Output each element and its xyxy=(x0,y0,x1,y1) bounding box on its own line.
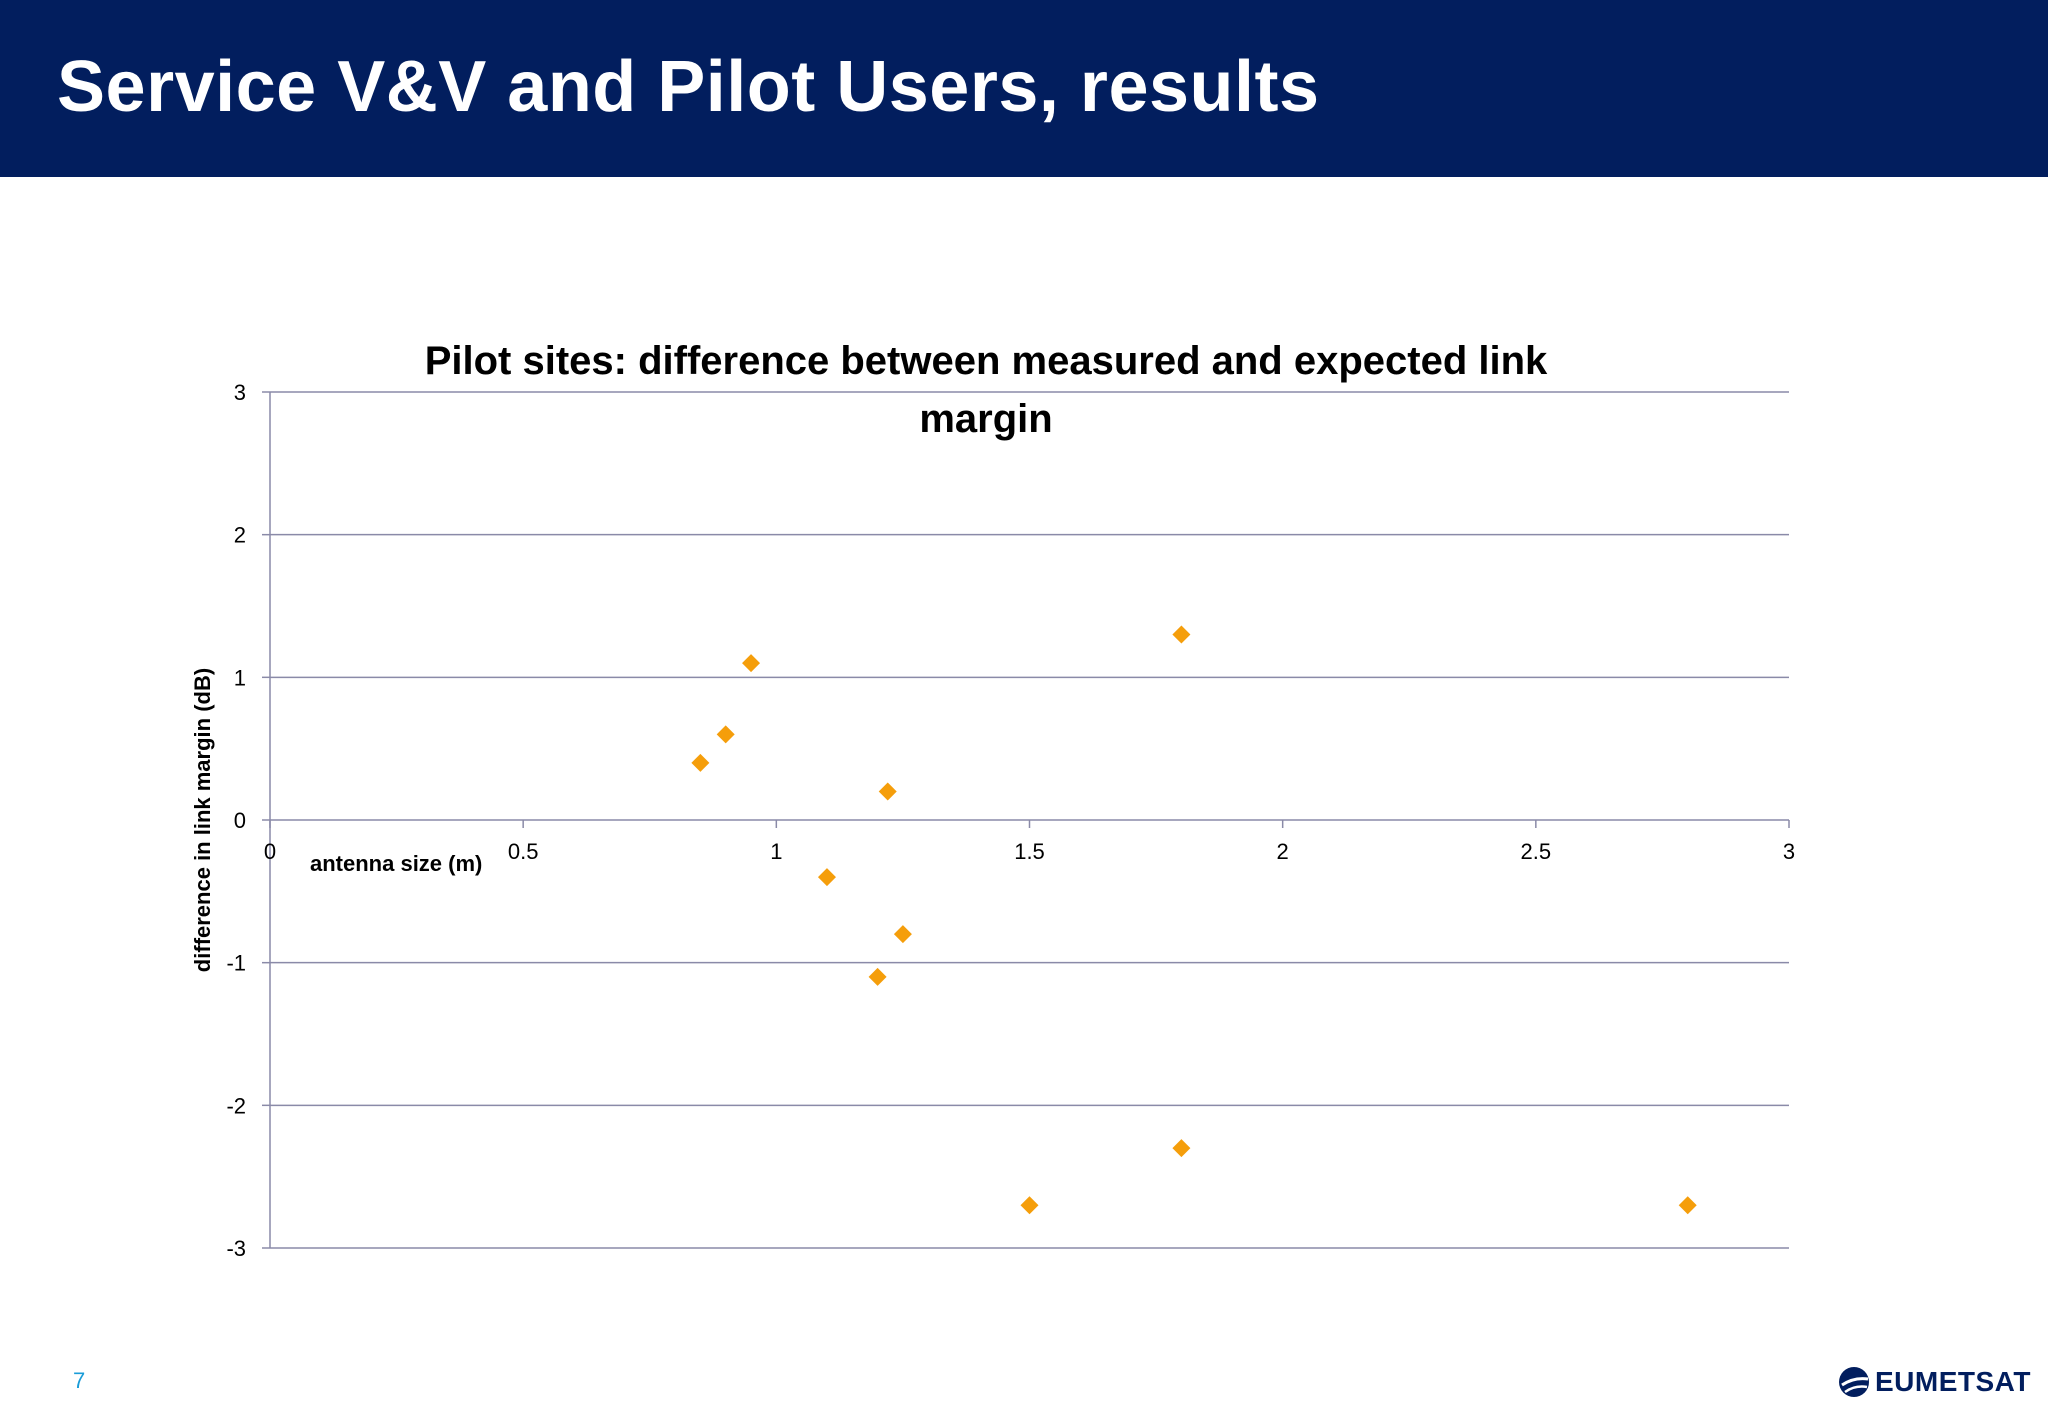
page-number: 7 xyxy=(73,1368,86,1393)
y-tick-label: -1 xyxy=(226,951,246,976)
data-point xyxy=(1020,1196,1039,1215)
x-tick-label: 1.5 xyxy=(1014,839,1045,864)
eumetsat-logo: EUMETSAT xyxy=(1837,1364,2031,1400)
axes xyxy=(262,391,1790,1249)
slide-header: Service V&V and Pilot Users, results xyxy=(0,0,2048,177)
data-point xyxy=(878,782,897,801)
tick-labels: 3 2 1 0 -1 -2 -3 0 0.5 1 1.5 2 2.5 3 xyxy=(226,380,1795,1261)
data-points xyxy=(691,625,1697,1215)
y-tick-label: -3 xyxy=(226,1236,246,1261)
y-tick-label: -2 xyxy=(226,1093,246,1118)
globe-icon xyxy=(1839,1367,1869,1397)
logo-text: EUMETSAT xyxy=(1875,1366,2031,1397)
data-point xyxy=(817,868,836,887)
y-tick-label: 0 xyxy=(234,808,246,833)
slide-title: Service V&V and Pilot Users, results xyxy=(57,47,1320,127)
data-point xyxy=(742,654,761,673)
x-tick-label: 0.5 xyxy=(508,839,539,864)
x-tick-label: 2.5 xyxy=(1521,839,1552,864)
x-tick-label: 0 xyxy=(264,839,276,864)
x-axis-label: antenna size (m) xyxy=(310,851,482,876)
x-tick-label: 1 xyxy=(770,839,782,864)
y-tick-label: 1 xyxy=(234,665,246,690)
x-tick-label: 2 xyxy=(1277,839,1289,864)
data-point xyxy=(1172,1139,1191,1158)
data-point xyxy=(893,925,912,944)
data-point xyxy=(1678,1196,1697,1215)
y-tick-label: 3 xyxy=(234,380,246,405)
y-axis-label: difference in link margin (dB) xyxy=(190,668,215,972)
y-tick-label: 2 xyxy=(234,523,246,548)
data-point xyxy=(691,753,710,772)
data-point xyxy=(716,725,735,744)
data-point xyxy=(1172,625,1191,644)
x-tick-label: 3 xyxy=(1783,839,1795,864)
data-point xyxy=(868,967,887,986)
chart-title: Pilot sites: difference between measured… xyxy=(424,339,1548,441)
